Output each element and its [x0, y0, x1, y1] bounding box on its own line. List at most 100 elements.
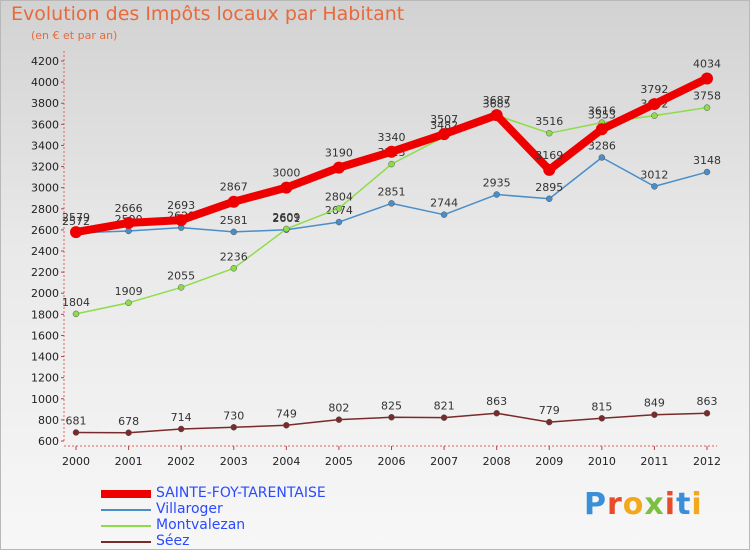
data-label: 3616: [588, 105, 616, 118]
data-label: 2693: [167, 199, 195, 212]
legend-swatch: [101, 541, 151, 543]
data-point: [283, 422, 290, 429]
data-point: [648, 98, 661, 111]
brand-letter: x: [644, 487, 665, 522]
data-label: 730: [223, 409, 244, 422]
data-label: 4034: [693, 58, 721, 71]
legend-swatch: [101, 490, 151, 498]
y-tick-label: 2000: [31, 287, 59, 300]
y-tick-label: 2200: [31, 266, 59, 279]
data-point: [493, 409, 500, 417]
data-point: [70, 226, 82, 239]
data-label: 3685: [483, 97, 511, 110]
data-point: [280, 181, 293, 194]
brand-letter: P: [584, 487, 607, 522]
data-point: [125, 429, 132, 437]
legend-label: Montvalezan: [156, 517, 246, 533]
data-point: [598, 154, 606, 161]
x-tick-label: 2001: [115, 455, 143, 468]
x-tick-label: 2005: [325, 455, 353, 468]
data-point: [546, 195, 553, 202]
brand-letter: r: [607, 487, 623, 522]
y-tick-label: 1600: [31, 329, 59, 342]
brand-logo: Proxiti: [584, 487, 703, 522]
data-label: 2666: [115, 202, 143, 215]
data-label: 825: [381, 399, 402, 412]
data-label: 3012: [640, 168, 668, 181]
data-point: [703, 168, 711, 176]
x-tick-label: 2011: [640, 455, 668, 468]
data-point: [595, 123, 608, 136]
legend-label: Séez: [156, 533, 190, 549]
x-tick-label: 2010: [588, 455, 616, 468]
data-label: 3169: [535, 149, 563, 162]
data-label: 2236: [220, 250, 248, 263]
data-point: [388, 160, 395, 168]
data-point: [283, 225, 290, 233]
data-label: 821: [434, 400, 455, 413]
x-tick-label: 2008: [483, 455, 511, 468]
x-tick-label: 2012: [693, 455, 721, 468]
data-point: [438, 128, 451, 141]
brand-letter: o: [622, 487, 645, 522]
data-point: [230, 228, 237, 236]
y-tick-label: 4000: [31, 76, 59, 89]
data-label: 3148: [693, 154, 721, 167]
legend-swatch: [101, 509, 151, 511]
data-point: [388, 200, 395, 207]
data-point: [546, 129, 553, 137]
data-point: [651, 183, 658, 190]
data-point: [701, 72, 713, 85]
data-point: [493, 191, 500, 198]
y-tick-label: 3200: [31, 161, 59, 174]
data-point: [440, 414, 448, 421]
y-tick-label: 1000: [31, 393, 59, 406]
data-label: 849: [644, 397, 665, 410]
data-point: [122, 216, 135, 229]
data-label: 815: [591, 400, 612, 413]
data-label: 2055: [167, 269, 195, 282]
data-label: 1804: [62, 296, 90, 309]
data-point: [227, 195, 240, 208]
y-tick-label: 3800: [31, 97, 59, 110]
data-label: 3507: [430, 113, 458, 126]
data-point: [335, 205, 343, 212]
brand-letter: i: [664, 487, 677, 522]
data-label: 2609: [272, 211, 300, 224]
data-label: 2579: [62, 211, 90, 224]
data-label: 2851: [378, 185, 406, 198]
x-tick-label: 2000: [62, 455, 90, 468]
x-tick-label: 2007: [430, 455, 458, 468]
data-label: 2895: [535, 181, 563, 194]
data-label: 2867: [220, 181, 248, 194]
y-tick-label: 2800: [31, 203, 59, 216]
legend-label: Villaroger: [156, 501, 223, 517]
data-label: 3000: [272, 167, 300, 180]
y-tick-label: 4200: [31, 55, 59, 68]
chart-title: Evolution des Impôts locaux par Habitant: [11, 3, 405, 25]
data-label: 3687: [483, 94, 511, 107]
brand-letter: i: [691, 487, 703, 522]
data-point: [125, 299, 132, 307]
data-label: 802: [328, 402, 349, 415]
data-label: 2744: [430, 197, 458, 210]
data-point: [703, 409, 711, 417]
data-point: [546, 418, 553, 426]
data-label: 3553: [588, 108, 616, 121]
data-label: 863: [697, 395, 718, 408]
y-tick-label: 3000: [31, 182, 59, 195]
data-point: [177, 425, 185, 433]
data-label: 714: [171, 411, 192, 424]
data-label: 3758: [693, 90, 721, 103]
data-label: 3286: [588, 139, 616, 152]
x-tick-label: 2003: [220, 455, 248, 468]
data-point: [72, 429, 80, 436]
legend-label: SAINTE-FOY-TARENTAISE: [156, 485, 326, 501]
data-point: [175, 214, 188, 227]
data-point: [703, 104, 711, 111]
data-point: [598, 415, 606, 422]
x-tick-label: 2009: [535, 455, 563, 468]
data-point: [440, 211, 448, 218]
